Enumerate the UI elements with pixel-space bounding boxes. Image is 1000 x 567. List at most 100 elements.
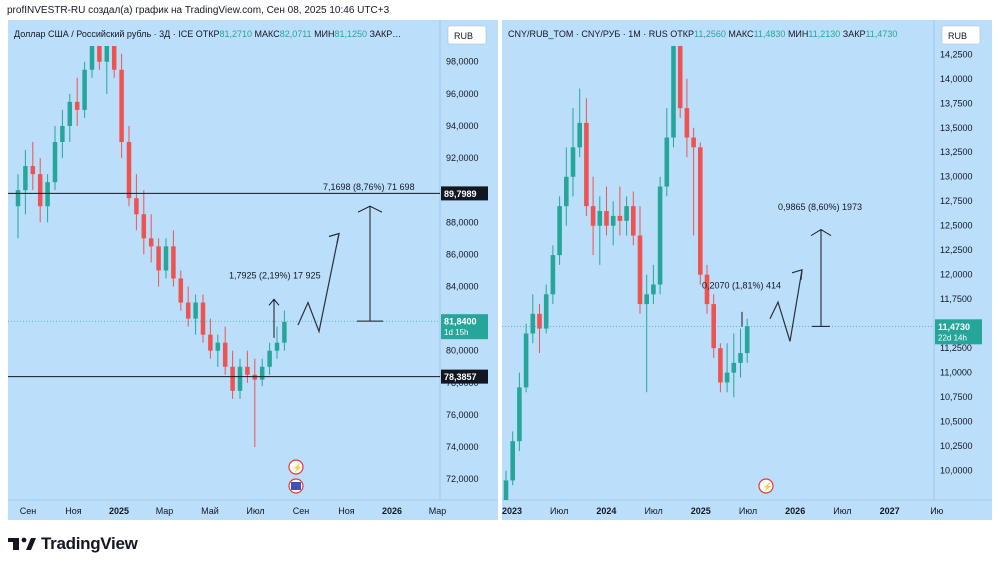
candle-body[interactable] [89,38,95,70]
candle-body[interactable] [23,166,28,191]
candle-body[interactable] [52,142,58,183]
candle-body[interactable] [577,122,582,148]
candle-body[interactable] [222,342,228,367]
y-tick-label: 92,0000 [446,153,479,163]
candle-body[interactable] [550,255,556,295]
x-tick-label: Мар [156,506,174,516]
candle-body[interactable] [631,206,636,236]
currency-label: RUB [948,31,967,41]
candle-body[interactable] [584,122,589,207]
candle-body[interactable] [604,211,609,226]
candle-body[interactable] [245,366,250,375]
candle-body[interactable] [208,334,213,351]
lightning-event-icon[interactable] [758,478,774,494]
candle-body[interactable] [259,366,265,380]
candle-body[interactable] [718,348,723,383]
candle-body[interactable] [677,20,683,109]
candle-body[interactable] [252,374,258,380]
candle-body[interactable] [30,166,36,175]
candle-body[interactable] [657,186,663,285]
y-tick-label: 10,0000 [940,466,973,476]
y-tick-label: 10,7500 [940,392,973,402]
candle-body[interactable] [517,387,522,442]
candle-body[interactable] [163,246,169,271]
candle-body[interactable] [97,38,102,62]
candle-body[interactable] [200,302,206,335]
x-tick-label: 2026 [382,506,402,516]
small-measure-label: 0,2070 (1,81%) 414 [702,280,781,290]
y-tick-label: 13,2500 [940,147,973,157]
candle-body[interactable] [664,137,670,187]
candle-body[interactable] [82,69,87,110]
candle-body[interactable] [711,304,716,349]
legend-part: 11,4830 [754,29,786,39]
currency-button[interactable] [941,25,981,45]
candle-body[interactable] [104,46,110,62]
candle-body[interactable] [193,302,198,319]
candle-body[interactable] [543,294,549,329]
candle-body[interactable] [698,147,703,275]
last-price-value: 11,4730 [938,322,970,332]
chart-background [8,20,498,520]
candle-body[interactable] [738,353,743,363]
candle-body[interactable] [671,20,676,138]
candle-body[interactable] [148,238,154,247]
candle-body[interactable] [15,190,21,207]
candle-body[interactable] [141,214,147,239]
candle-body[interactable] [230,366,235,391]
candle-body[interactable] [570,147,576,177]
candle-body[interactable] [510,441,515,481]
y-tick-label: 11,0000 [940,368,972,378]
big-measure-label: 0,9865 (8,60%) 1973 [778,202,862,212]
candle-body[interactable] [704,274,710,305]
cny-rub-chart-panel[interactable]: CNY/RUB_TOM · CNY/РУБ · 1М · RUS ОТКР11,… [502,20,992,520]
candle-body[interactable] [691,137,696,148]
candle-body[interactable] [126,142,132,199]
candle-body[interactable] [537,313,542,329]
candle-body[interactable] [597,211,603,226]
candle-body[interactable] [503,480,509,500]
y-tick-label: 98,0000 [446,57,479,67]
candle-body[interactable] [610,215,616,226]
candle-body[interactable] [67,101,73,126]
candle-body[interactable] [111,46,117,70]
candle-body[interactable] [156,246,161,271]
candle-body[interactable] [37,174,43,207]
candle-body[interactable] [134,198,139,215]
candle-body[interactable] [644,294,649,305]
candle-body[interactable] [731,362,737,373]
candle-body[interactable] [590,206,596,226]
usd-rub-chart[interactable]: Доллар США / Российский рубль · 3Д · ICE… [8,20,498,520]
candle-body[interactable] [557,206,562,256]
currency-button[interactable] [447,25,487,45]
candle-body[interactable] [530,313,536,334]
candle-body[interactable] [267,350,272,367]
legend-part: ЗАКР… [367,29,401,39]
cny-rub-chart[interactable]: CNY/RUB_TOM · CNY/РУБ · 1М · RUS ОТКР11,… [502,20,992,520]
candle-body[interactable] [637,235,643,305]
candle-body[interactable] [684,108,690,138]
candle-body[interactable] [282,321,287,343]
candle-body[interactable] [744,326,750,354]
usd-rub-chart-panel[interactable]: Доллар США / Российский рубль · 3Д · ICE… [8,20,498,520]
candle-body[interactable] [74,101,80,110]
candle-body[interactable] [45,182,50,207]
candle-body[interactable] [237,366,243,391]
candle-body[interactable] [624,206,629,221]
lightning-event-icon[interactable] [288,459,304,475]
candle-body[interactable] [119,69,124,143]
candle-body[interactable] [171,246,176,279]
y-tick-label: 12,7500 [940,196,973,206]
candle-body[interactable] [60,125,65,143]
lightning-event-glyph: ⚡ [763,482,773,492]
candle-body[interactable] [564,176,569,207]
candle-body[interactable] [523,333,529,388]
y-tick-label: 13,5000 [940,123,973,133]
candle-body[interactable] [185,302,191,319]
candle-body[interactable] [617,215,623,221]
candle-body[interactable] [215,342,221,351]
candle-body[interactable] [724,372,730,383]
candle-body[interactable] [651,284,656,295]
candle-body[interactable] [178,278,184,303]
candle-body[interactable] [274,342,280,351]
